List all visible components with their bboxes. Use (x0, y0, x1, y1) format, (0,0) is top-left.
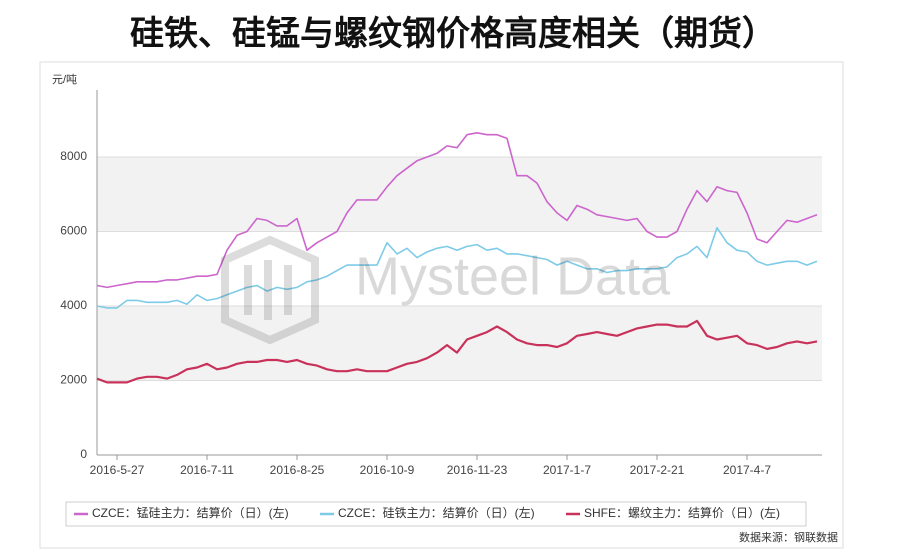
x-tick-label: 2016-10-9 (360, 463, 415, 477)
source-note: 数据来源：钢联数据 (739, 530, 838, 544)
x-tick-label: 2017-2-21 (630, 463, 685, 477)
legend-label: CZCE：硅铁主力：结算价（日）(左) (338, 505, 535, 520)
grid-band (97, 306, 822, 381)
legend (65, 501, 807, 527)
series-line (96, 227, 818, 309)
y-tick-label: 8000 (60, 149, 87, 163)
legend-label: SHFE：螺纹主力：结算价（日）(左) (584, 505, 780, 520)
x-tick-label: 2016-11-23 (447, 463, 508, 477)
x-tick-label: 2016-5-27 (90, 463, 145, 477)
series-line (96, 132, 818, 289)
y-tick-label: 0 (80, 447, 87, 461)
x-tick-label: 2017-4-7 (723, 463, 771, 477)
y-tick-label: 2000 (60, 373, 87, 387)
x-tick-label: 2016-8-25 (270, 463, 325, 477)
x-tick-label: 2016-7-11 (180, 463, 234, 477)
chart-title: 硅铁、硅锰与螺纹钢价格高度相关（期货） (130, 14, 776, 53)
series-line (96, 319, 818, 384)
x-tick-label: 2017-1-7 (543, 463, 591, 477)
watermark-logo (221, 235, 319, 345)
legend-items: CZCE：锰硅主力：结算价（日）(左) CZCE：硅铁主力：结算价（日）(左) SH… (74, 505, 780, 520)
y-tick-label: 6000 (60, 224, 87, 238)
chart-panel (39, 61, 844, 549)
plot-area: 0 2000 4000 6000 8000 2016-5-27 2016-7-11 2016-… (60, 90, 822, 477)
legend-label: CZCE：锰硅主力：结算价（日）(左) (92, 505, 289, 520)
watermark: Mysteel Data (355, 246, 671, 306)
y-tick-label: 4000 (60, 298, 87, 312)
y-axis-unit: 元/吨 (52, 73, 77, 86)
grid-band (97, 157, 822, 232)
